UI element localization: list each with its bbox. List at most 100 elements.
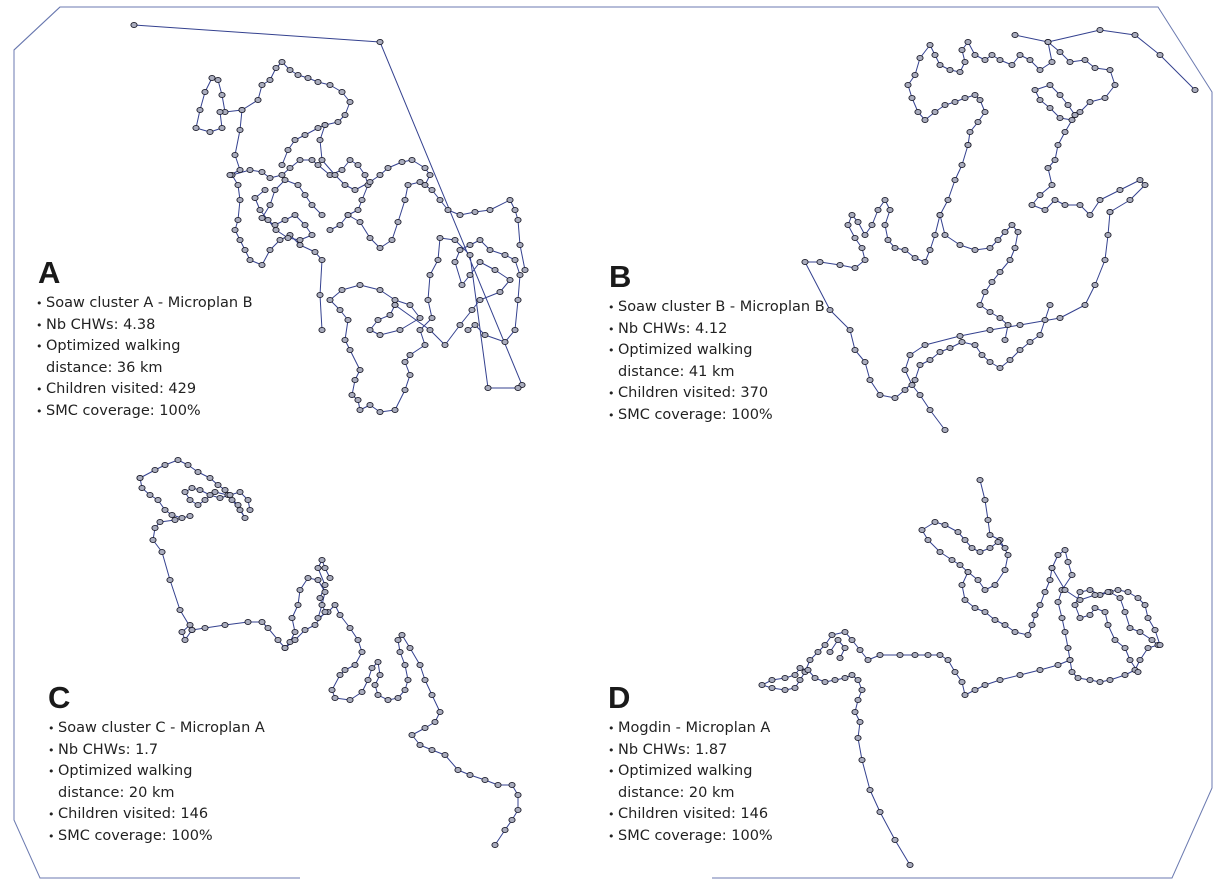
- household-node: [796, 676, 804, 684]
- household-node: [941, 426, 949, 434]
- household-node: [841, 644, 849, 652]
- household-node: [384, 696, 392, 704]
- household-node: [294, 71, 302, 79]
- household-node: [394, 694, 402, 702]
- household-node: [428, 186, 436, 194]
- household-nodes: [758, 476, 1164, 869]
- household-node: [1001, 566, 1009, 574]
- household-node: [1126, 196, 1134, 204]
- household-node: [346, 696, 354, 704]
- household-node: [974, 576, 982, 584]
- household-node: [941, 231, 949, 239]
- panel-label-b: B: [609, 259, 632, 294]
- household-node: [876, 391, 884, 399]
- household-node: [896, 651, 904, 659]
- household-node: [301, 131, 309, 139]
- household-node: [366, 326, 374, 334]
- household-node: [1036, 601, 1044, 609]
- household-node: [1086, 676, 1094, 684]
- household-node: [308, 201, 316, 209]
- household-node: [178, 628, 186, 636]
- household-node: [951, 98, 959, 106]
- household-node: [981, 496, 989, 504]
- household-node: [256, 206, 264, 214]
- household-node: [354, 206, 362, 214]
- household-node: [421, 724, 429, 732]
- household-node: [1144, 614, 1152, 622]
- household-node: [326, 296, 334, 304]
- household-node: [1026, 56, 1034, 64]
- household-node: [348, 391, 356, 399]
- household-node: [166, 576, 174, 584]
- household-node: [958, 46, 966, 54]
- household-node: [1068, 571, 1076, 579]
- household-node: [911, 254, 919, 262]
- household-node: [154, 496, 162, 504]
- household-node: [466, 241, 474, 249]
- household-node: [971, 341, 979, 349]
- household-node: [858, 686, 866, 694]
- household-node: [216, 494, 224, 502]
- household-node: [981, 56, 989, 64]
- household-node: [1136, 628, 1144, 636]
- household-node: [398, 631, 406, 639]
- household-node: [318, 326, 326, 334]
- household-node: [130, 21, 138, 29]
- household-node: [416, 314, 424, 322]
- stat-line: • Nb CHWs: 1.7: [48, 740, 308, 762]
- household-node: [1121, 671, 1129, 679]
- smc-coverage: SMC coverage: 100%: [46, 402, 201, 419]
- household-node: [368, 664, 376, 672]
- household-node: [1096, 196, 1104, 204]
- household-node: [1031, 611, 1039, 619]
- household-node: [1081, 301, 1089, 309]
- household-node: [986, 244, 994, 252]
- panel-b-stats: • Soaw cluster B - Microplan B • Nb CHWs: …: [608, 297, 868, 426]
- household-node: [286, 66, 294, 74]
- panel-label-c: C: [48, 680, 71, 715]
- household-node: [391, 406, 399, 414]
- household-node: [911, 376, 919, 384]
- household-node: [1191, 86, 1199, 94]
- household-node: [244, 618, 252, 626]
- household-node: [366, 401, 374, 409]
- household-node: [161, 506, 169, 514]
- household-node: [241, 246, 249, 254]
- household-node: [911, 71, 919, 79]
- stat-line: • Optimized walking distance: 20 km: [608, 761, 778, 804]
- household-node: [436, 234, 444, 242]
- household-node: [168, 511, 176, 519]
- household-node: [426, 271, 434, 279]
- household-node: [246, 506, 254, 514]
- household-node: [184, 461, 192, 469]
- household-node: [956, 561, 964, 569]
- household-node: [1076, 108, 1084, 116]
- household-node: [1101, 608, 1109, 616]
- stat-line: • SMC coverage: 100%: [36, 401, 296, 423]
- household-node: [151, 524, 159, 532]
- household-node: [514, 384, 522, 392]
- household-node: [284, 146, 292, 154]
- household-node: [986, 531, 994, 539]
- household-node: [301, 221, 309, 229]
- household-node: [1036, 331, 1044, 339]
- household-node: [1031, 86, 1039, 94]
- stat-line: • Mogdin - Microplan A: [608, 718, 868, 740]
- household-node: [854, 734, 862, 742]
- household-node: [496, 288, 504, 296]
- household-node: [961, 58, 969, 66]
- household-node: [971, 51, 979, 59]
- household-node: [331, 694, 339, 702]
- household-node: [836, 654, 844, 662]
- household-node: [976, 548, 984, 556]
- household-node: [234, 501, 242, 509]
- panel-c-stats: • Soaw cluster C - Microplan A • Nb CHWs: …: [48, 718, 308, 847]
- household-node: [846, 326, 854, 334]
- household-node: [1056, 114, 1064, 122]
- household-node: [1086, 586, 1094, 594]
- household-node: [394, 636, 402, 644]
- household-node: [834, 636, 842, 644]
- household-node: [351, 376, 359, 384]
- household-node: [1041, 588, 1049, 596]
- household-node: [264, 216, 272, 224]
